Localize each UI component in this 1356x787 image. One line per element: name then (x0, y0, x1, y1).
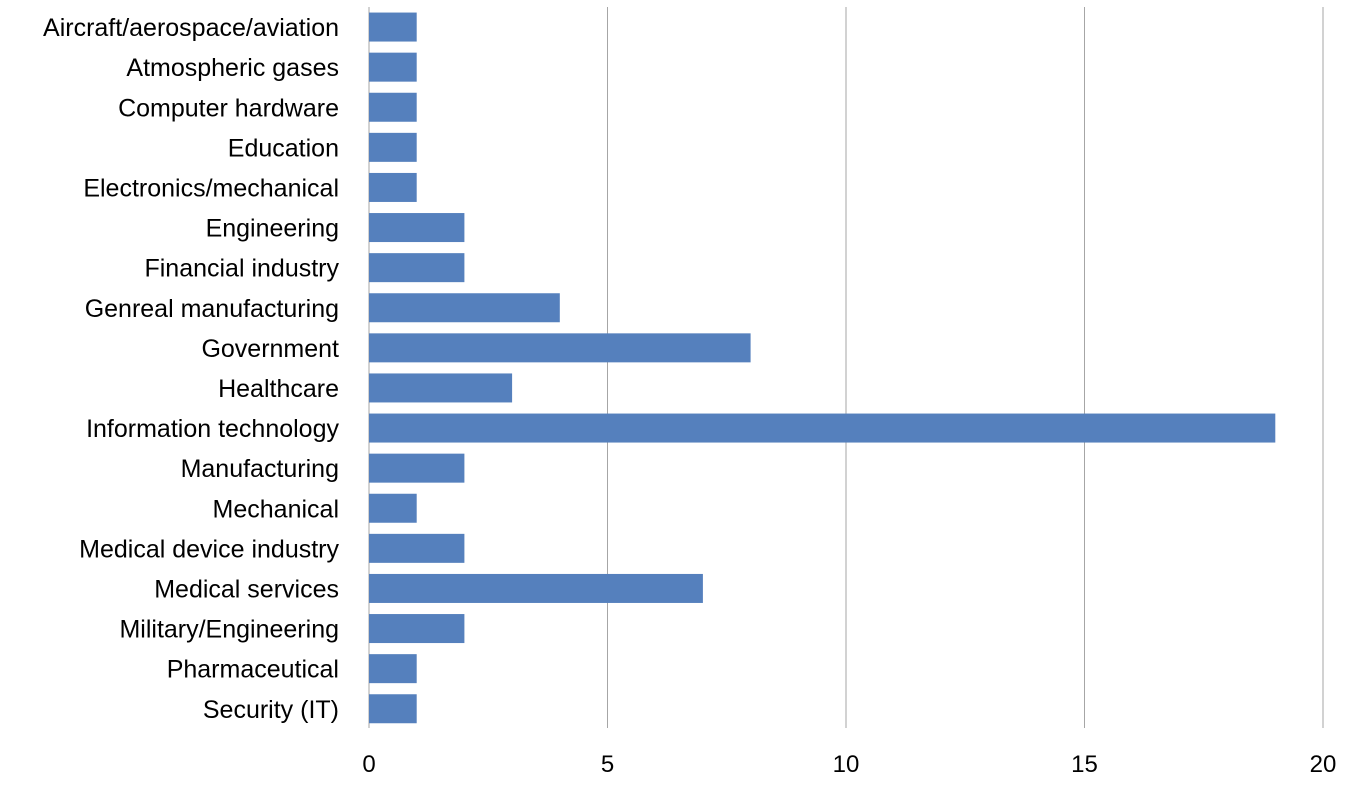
bar (369, 493, 417, 523)
category-label: Medical services (154, 575, 339, 603)
category-labels: Aircraft/aerospace/aviation Atmospheric g… (43, 14, 339, 724)
bar (369, 694, 417, 724)
x-tick-labels: 0 5 10 15 20 (362, 751, 1336, 778)
category-label: Aircraft/aerospace/aviation (43, 14, 339, 42)
category-label: Medical device industry (79, 535, 339, 563)
category-label: Mechanical (213, 495, 339, 523)
bar (369, 213, 465, 243)
x-tick-label: 20 (1310, 751, 1337, 778)
x-tick-label: 15 (1071, 751, 1098, 778)
category-label: Financial industry (144, 255, 339, 283)
bar (369, 92, 417, 122)
bar (369, 172, 417, 202)
bar (369, 573, 703, 603)
category-label: Pharmaceutical (167, 656, 339, 684)
bar (369, 614, 465, 644)
category-label: Genreal manufacturing (85, 295, 339, 323)
x-tick-label: 0 (362, 751, 375, 778)
x-tick-label: 10 (833, 751, 860, 778)
category-label: Education (228, 134, 339, 162)
bar (369, 12, 417, 42)
category-label: Security (IT) (203, 696, 339, 724)
category-label: Computer hardware (118, 94, 339, 122)
category-label: Healthcare (218, 375, 339, 403)
x-tick-label: 5 (601, 751, 614, 778)
bar (369, 453, 465, 483)
category-label: Engineering (206, 215, 339, 243)
bar (369, 132, 417, 162)
category-label: Manufacturing (181, 455, 339, 483)
bars (369, 12, 1276, 724)
bar (369, 52, 417, 82)
bar (369, 293, 560, 323)
category-label: Government (201, 335, 339, 363)
bar (369, 333, 751, 363)
category-label: Atmospheric gases (126, 54, 339, 82)
bar (369, 654, 417, 684)
bar (369, 253, 465, 283)
category-label: Electronics/mechanical (83, 174, 339, 202)
bar (369, 413, 1276, 443)
bar (369, 533, 465, 563)
category-label: Military/Engineering (119, 616, 339, 644)
gridlines (368, 7, 1324, 728)
category-label: Information technology (86, 415, 339, 443)
bar (369, 373, 513, 403)
